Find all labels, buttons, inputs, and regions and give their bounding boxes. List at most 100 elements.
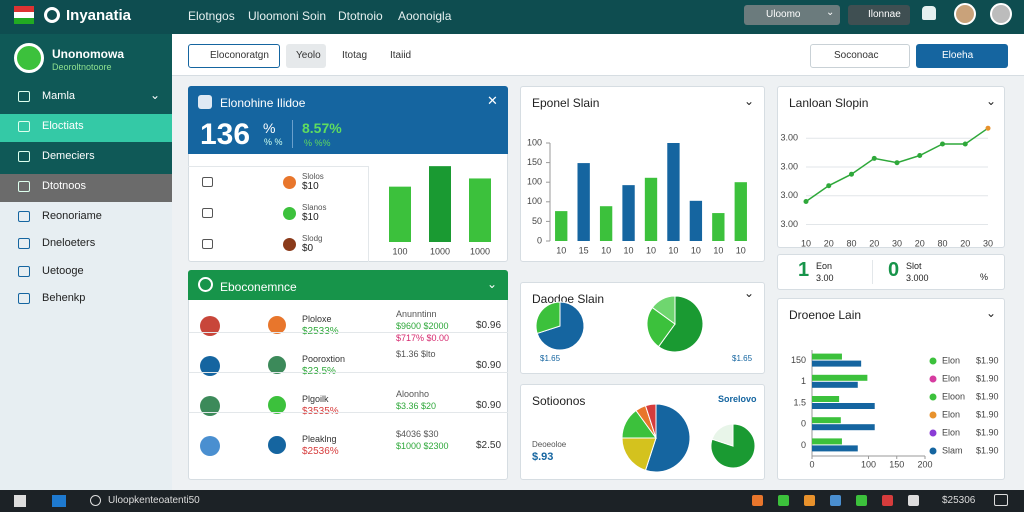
y-tick-label: 3.00 bbox=[780, 190, 798, 200]
brand-icon bbox=[44, 7, 60, 23]
tray-icon[interactable] bbox=[908, 495, 919, 506]
panel-chevron[interactable]: ⌄ bbox=[986, 94, 997, 108]
taskbar-app[interactable] bbox=[52, 495, 66, 507]
point bbox=[962, 141, 968, 147]
x-tick-label: 10 bbox=[801, 238, 811, 248]
panel-chevron[interactable]: ⌄ bbox=[487, 277, 498, 291]
pie-slice bbox=[651, 295, 676, 325]
tab[interactable] bbox=[286, 44, 326, 68]
y-tick-label: 0 bbox=[801, 440, 806, 450]
stat-divider bbox=[872, 260, 873, 284]
nav-item[interactable]: Elotngos bbox=[188, 9, 235, 23]
sidebar-item[interactable]: Demeciers bbox=[42, 150, 95, 162]
top-button[interactable] bbox=[848, 5, 910, 25]
stat-value: 3.000 bbox=[906, 273, 929, 283]
share-label: Deoeoloe bbox=[532, 440, 567, 449]
bar bbox=[644, 177, 658, 241]
bell-icon[interactable] bbox=[922, 6, 936, 20]
taskbar-search-icon[interactable] bbox=[90, 495, 101, 506]
tray-icon[interactable] bbox=[856, 495, 867, 506]
search-text: Soconoac bbox=[834, 50, 879, 61]
sidebar-item[interactable]: Dneloeters bbox=[42, 237, 96, 249]
company-value: $0.90 bbox=[476, 360, 502, 371]
tab[interactable] bbox=[188, 44, 280, 68]
sidebar-item[interactable]: Dtotnoos bbox=[42, 180, 87, 192]
panel-link[interactable]: Sorelovo bbox=[718, 394, 757, 404]
stat-label: Slot bbox=[906, 261, 922, 271]
point bbox=[849, 171, 854, 177]
row-label: Slolos bbox=[302, 172, 324, 181]
bar bbox=[469, 178, 491, 242]
brand: Inyanatia bbox=[66, 7, 132, 24]
sidebar-chevron: ⌄ bbox=[150, 88, 161, 102]
x-tick-label: 100 bbox=[392, 246, 407, 256]
sidebar-icon bbox=[18, 238, 30, 249]
company-change: $3535% bbox=[302, 406, 339, 417]
bar bbox=[622, 185, 635, 241]
company-name: Ploloxe bbox=[302, 314, 332, 324]
pie-slice bbox=[621, 437, 657, 471]
x-tick-label: 15 bbox=[579, 245, 589, 255]
tray-icon[interactable] bbox=[882, 495, 893, 506]
panel-chevron[interactable]: ⌄ bbox=[744, 94, 755, 108]
company-name: Pleaklng bbox=[302, 434, 337, 444]
avatar[interactable] bbox=[990, 3, 1012, 25]
bar bbox=[812, 438, 842, 445]
legend-label: Elon bbox=[942, 427, 960, 437]
nav-item[interactable]: Aoonoigla bbox=[398, 9, 452, 23]
row-badge bbox=[283, 238, 296, 251]
panel-chevron[interactable]: ⌄ bbox=[744, 286, 755, 300]
x-tick-label: 30 bbox=[892, 238, 902, 248]
company-detail: $4036 $30 bbox=[396, 429, 439, 439]
row-badge bbox=[283, 207, 296, 220]
tray-icon[interactable] bbox=[804, 495, 815, 506]
x-tick-label: 10 bbox=[556, 245, 566, 255]
legend-dot bbox=[929, 375, 937, 383]
bar bbox=[812, 360, 862, 367]
x-tick-label: 1000 bbox=[430, 246, 450, 256]
company-value: $2.50 bbox=[476, 440, 502, 451]
bar bbox=[812, 374, 868, 381]
row-value: $0 bbox=[302, 243, 314, 254]
avatar[interactable] bbox=[954, 3, 976, 25]
sidebar-item[interactable]: Behenkp bbox=[42, 292, 86, 304]
sidebar-item[interactable]: Eloctiats bbox=[42, 120, 84, 132]
point bbox=[940, 141, 945, 147]
search-box[interactable] bbox=[810, 44, 910, 68]
tray-icon[interactable] bbox=[752, 495, 763, 506]
y-tick-label: 100 bbox=[527, 137, 542, 147]
big-unit: % bbox=[263, 120, 276, 136]
panel-title: Lanloan Slopin bbox=[789, 96, 869, 110]
start-button[interactable] bbox=[14, 495, 26, 507]
x-tick-label: 20 bbox=[869, 238, 879, 248]
pie-slice bbox=[657, 295, 704, 353]
taskbar-search[interactable]: Uloopkenteoatenti50 bbox=[108, 495, 200, 506]
sidebar-item[interactable]: Mamla bbox=[42, 90, 76, 102]
pie-slice bbox=[535, 301, 561, 335]
tab-label: Eloconoratgn bbox=[210, 50, 269, 61]
close-button[interactable]: ✕ bbox=[487, 93, 498, 108]
tab-label: Yeolo bbox=[296, 50, 321, 61]
pie-label: $1.65 bbox=[540, 354, 561, 363]
panel-chevron[interactable]: ⌄ bbox=[986, 306, 997, 320]
nav-item[interactable]: Uloomoni Soin bbox=[248, 9, 327, 23]
row-icon bbox=[202, 208, 213, 218]
row-icon bbox=[202, 239, 213, 249]
sidebar-item[interactable]: Uetooge bbox=[42, 265, 84, 277]
y-tick-label: 150 bbox=[791, 355, 806, 365]
filter-dropdown[interactable] bbox=[744, 5, 840, 25]
x-tick-label: 10 bbox=[646, 245, 656, 255]
tray-icon[interactable] bbox=[778, 495, 789, 506]
x-tick-label: 0 bbox=[809, 459, 814, 469]
search-button[interactable] bbox=[916, 44, 1008, 68]
x-tick-label: 100 bbox=[861, 459, 876, 469]
nav-item[interactable]: Dtotnoio bbox=[338, 9, 383, 23]
tray-icon[interactable] bbox=[830, 495, 841, 506]
x-tick-label: 1000 bbox=[470, 246, 490, 256]
y-tick-label: 1.5 bbox=[793, 397, 806, 407]
sidebar-item[interactable]: Reonoriame bbox=[42, 210, 102, 222]
row-label: Slanos bbox=[302, 203, 327, 212]
change-sub: % %% bbox=[304, 138, 331, 148]
notification-icon[interactable] bbox=[994, 494, 1008, 506]
